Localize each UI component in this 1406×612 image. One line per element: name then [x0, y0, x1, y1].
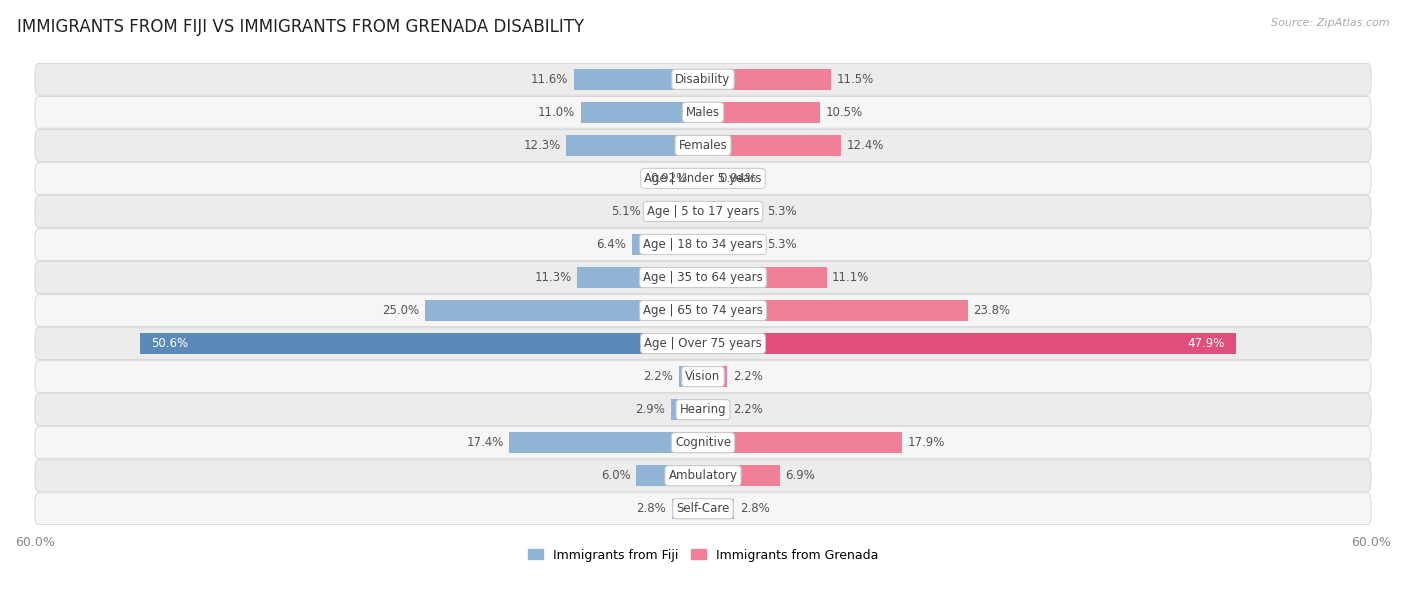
Text: 25.0%: 25.0%	[382, 304, 419, 317]
Text: 5.3%: 5.3%	[768, 238, 797, 251]
Bar	[679, 367, 703, 387]
Text: Age | 18 to 34 years: Age | 18 to 34 years	[643, 238, 763, 251]
Bar	[509, 433, 703, 453]
Bar	[703, 102, 820, 122]
Text: Age | Over 75 years: Age | Over 75 years	[644, 337, 762, 350]
Text: Females: Females	[679, 139, 727, 152]
Text: Age | 35 to 64 years: Age | 35 to 64 years	[643, 271, 763, 284]
Text: 0.94%: 0.94%	[718, 172, 756, 185]
FancyBboxPatch shape	[35, 328, 1371, 359]
Text: 5.1%: 5.1%	[610, 205, 641, 218]
FancyBboxPatch shape	[35, 97, 1371, 128]
Text: Source: ZipAtlas.com: Source: ZipAtlas.com	[1271, 18, 1389, 28]
Text: 12.3%: 12.3%	[523, 139, 561, 152]
Text: 6.0%: 6.0%	[600, 469, 631, 482]
Text: 2.8%: 2.8%	[740, 502, 769, 515]
Bar	[703, 334, 1236, 354]
FancyBboxPatch shape	[35, 460, 1371, 491]
Text: 17.4%: 17.4%	[467, 436, 503, 449]
Text: 11.5%: 11.5%	[837, 73, 875, 86]
Text: 17.9%: 17.9%	[908, 436, 945, 449]
Bar	[703, 69, 831, 89]
Text: Disability: Disability	[675, 73, 731, 86]
Text: 50.6%: 50.6%	[150, 337, 188, 350]
Text: 2.9%: 2.9%	[636, 403, 665, 416]
Bar	[567, 135, 703, 155]
Legend: Immigrants from Fiji, Immigrants from Grenada: Immigrants from Fiji, Immigrants from Gr…	[523, 543, 883, 567]
Text: 23.8%: 23.8%	[973, 304, 1011, 317]
FancyBboxPatch shape	[35, 229, 1371, 260]
Bar	[671, 400, 703, 420]
Text: Self-Care: Self-Care	[676, 502, 730, 515]
Bar	[703, 499, 734, 519]
Text: 2.2%: 2.2%	[643, 370, 673, 383]
Text: Hearing: Hearing	[679, 403, 727, 416]
FancyBboxPatch shape	[35, 493, 1371, 524]
Text: 2.2%: 2.2%	[733, 403, 763, 416]
FancyBboxPatch shape	[35, 163, 1371, 194]
Bar	[703, 234, 762, 255]
FancyBboxPatch shape	[35, 64, 1371, 95]
Text: 2.2%: 2.2%	[733, 370, 763, 383]
Text: 11.6%: 11.6%	[531, 73, 568, 86]
Text: 11.0%: 11.0%	[537, 106, 575, 119]
Bar	[703, 201, 762, 222]
Text: 12.4%: 12.4%	[846, 139, 884, 152]
Text: Males: Males	[686, 106, 720, 119]
Bar	[574, 69, 703, 89]
FancyBboxPatch shape	[35, 262, 1371, 293]
Bar	[703, 466, 780, 486]
Bar	[703, 367, 727, 387]
Bar	[631, 234, 703, 255]
Text: 6.9%: 6.9%	[786, 469, 815, 482]
Bar	[693, 168, 703, 188]
Text: IMMIGRANTS FROM FIJI VS IMMIGRANTS FROM GRENADA DISABILITY: IMMIGRANTS FROM FIJI VS IMMIGRANTS FROM …	[17, 18, 583, 36]
Text: 47.9%: 47.9%	[1188, 337, 1225, 350]
Text: Ambulatory: Ambulatory	[668, 469, 738, 482]
Bar	[703, 300, 967, 321]
Text: Age | 5 to 17 years: Age | 5 to 17 years	[647, 205, 759, 218]
Bar	[703, 168, 713, 188]
FancyBboxPatch shape	[35, 360, 1371, 392]
Text: Vision: Vision	[685, 370, 721, 383]
Bar	[703, 400, 727, 420]
Text: 11.3%: 11.3%	[534, 271, 572, 284]
Bar	[636, 466, 703, 486]
FancyBboxPatch shape	[35, 295, 1371, 326]
FancyBboxPatch shape	[35, 427, 1371, 458]
Bar	[581, 102, 703, 122]
Text: 6.4%: 6.4%	[596, 238, 626, 251]
Bar	[139, 334, 703, 354]
Text: 0.92%: 0.92%	[650, 172, 688, 185]
Text: 10.5%: 10.5%	[825, 106, 863, 119]
FancyBboxPatch shape	[35, 394, 1371, 425]
Bar	[703, 135, 841, 155]
Text: Cognitive: Cognitive	[675, 436, 731, 449]
Text: 2.8%: 2.8%	[637, 502, 666, 515]
FancyBboxPatch shape	[35, 196, 1371, 227]
Bar	[647, 201, 703, 222]
Bar	[703, 433, 903, 453]
Text: 11.1%: 11.1%	[832, 271, 869, 284]
Bar	[578, 267, 703, 288]
FancyBboxPatch shape	[35, 130, 1371, 161]
Bar	[672, 499, 703, 519]
Text: Age | 65 to 74 years: Age | 65 to 74 years	[643, 304, 763, 317]
Bar	[703, 267, 827, 288]
Bar	[425, 300, 703, 321]
Text: 5.3%: 5.3%	[768, 205, 797, 218]
Text: Age | Under 5 years: Age | Under 5 years	[644, 172, 762, 185]
